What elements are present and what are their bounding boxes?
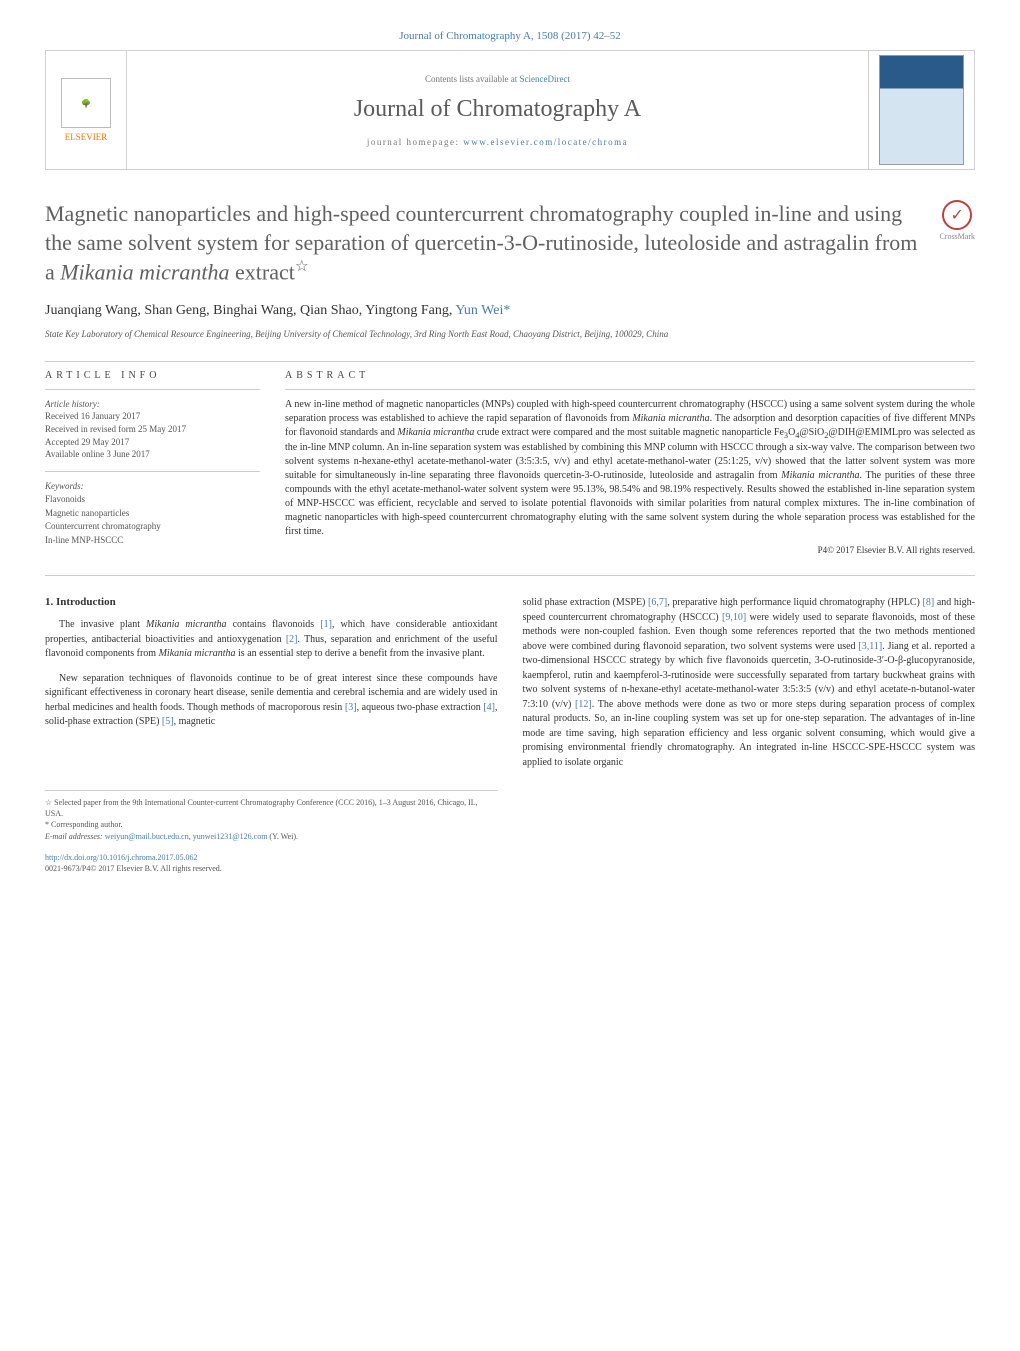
keyword-item: Flavonoids [45,494,85,504]
authors-list: Juanqiang Wang, Shan Geng, Binghai Wang,… [45,303,975,319]
history-accepted: Accepted 29 May 2017 [45,437,129,447]
body-two-column: 1. Introduction The invasive plant Mikan… [45,596,975,874]
email-suffix: (Y. Wei). [269,832,298,841]
copyright-line: P4© 2017 Elsevier B.V. All rights reserv… [285,545,975,555]
abstract-text: A new in-line method of magnetic nanopar… [285,398,975,540]
elsevier-tree-icon: 🌳 [61,78,111,128]
divider-top [45,361,975,362]
issn-line: 0021-9673/P4© 2017 Elsevier B.V. All rig… [45,864,222,873]
homepage-link[interactable]: www.elsevier.com/locate/chroma [463,137,628,147]
sciencedirect-link[interactable]: ScienceDirect [520,74,570,84]
intro-heading: 1. Introduction [45,596,498,608]
crossmark-label: CrossMark [939,232,975,241]
intro-p2: New separation techniques of flavonoids … [45,672,498,730]
intro-p1: The invasive plant Mikania micrantha con… [45,618,498,662]
doi-link[interactable]: http://dx.doi.org/10.1016/j.chroma.2017.… [45,853,198,862]
divider-bottom [45,575,975,576]
email-label: E-mail addresses: [45,832,103,841]
article-history: Article history: Received 16 January 201… [45,398,260,461]
crossmark-badge[interactable]: ✓ CrossMark [939,200,975,241]
intro-p3: solid phase extraction (MSPE) [6,7], pre… [523,596,976,770]
divider-keywords [45,471,260,472]
keyword-item: In-line MNP-HSCCC [45,535,123,545]
elsevier-logo: 🌳 ELSEVIER [46,68,126,152]
journal-banner: 🌳 ELSEVIER Contents lists available at S… [45,50,975,170]
keyword-item: Countercurrent chromatography [45,521,161,531]
contents-available: Contents lists available at ScienceDirec… [127,74,868,84]
homepage-prefix: journal homepage: [367,137,463,147]
footnote-corresponding: * Corresponding author. [45,819,498,830]
abstract-heading: ABSTRACT [285,370,975,381]
contents-prefix: Contents lists available at [425,74,519,84]
journal-homepage: journal homepage: www.elsevier.com/locat… [127,137,868,147]
left-column: 1. Introduction The invasive plant Mikan… [45,596,498,874]
affiliation: State Key Laboratory of Chemical Resourc… [45,329,975,341]
footnote-conference: ☆ Selected paper from the 9th Internatio… [45,797,498,819]
history-online: Available online 3 June 2017 [45,449,150,459]
abstract-column: ABSTRACT A new in-line method of magneti… [285,370,975,556]
journal-cover-thumbnail [879,55,964,165]
article-info-heading: ARTICLE INFO [45,370,260,381]
crossmark-icon: ✓ [942,200,972,230]
keywords-block: Keywords: Flavonoids Magnetic nanopartic… [45,480,260,548]
footnote-emails: E-mail addresses: weiyun@mail.buct.edu.c… [45,831,498,842]
keywords-heading: Keywords: [45,481,84,491]
article-title: Magnetic nanoparticles and high-speed co… [45,200,924,287]
doi-block: http://dx.doi.org/10.1016/j.chroma.2017.… [45,852,498,874]
history-received: Received 16 January 2017 [45,411,140,421]
journal-name: Journal of Chromatography A [127,96,868,123]
banner-center: Contents lists available at ScienceDirec… [126,51,869,169]
footnotes: ☆ Selected paper from the 9th Internatio… [45,790,498,842]
right-column: solid phase extraction (MSPE) [6,7], pre… [523,596,976,874]
email-link-2[interactable]: yunwei1231@126.com [193,832,268,841]
divider-info [45,389,260,390]
article-info-sidebar: ARTICLE INFO Article history: Received 1… [45,370,260,556]
divider-abstract [285,389,975,390]
history-revised: Received in revised form 25 May 2017 [45,424,186,434]
publisher-name: ELSEVIER [65,132,108,142]
history-heading: Article history: [45,399,100,409]
email-link-1[interactable]: weiyun@mail.buct.edu.cn [105,832,189,841]
keyword-item: Magnetic nanoparticles [45,508,129,518]
header-citation: Journal of Chromatography A, 1508 (2017)… [45,30,975,42]
